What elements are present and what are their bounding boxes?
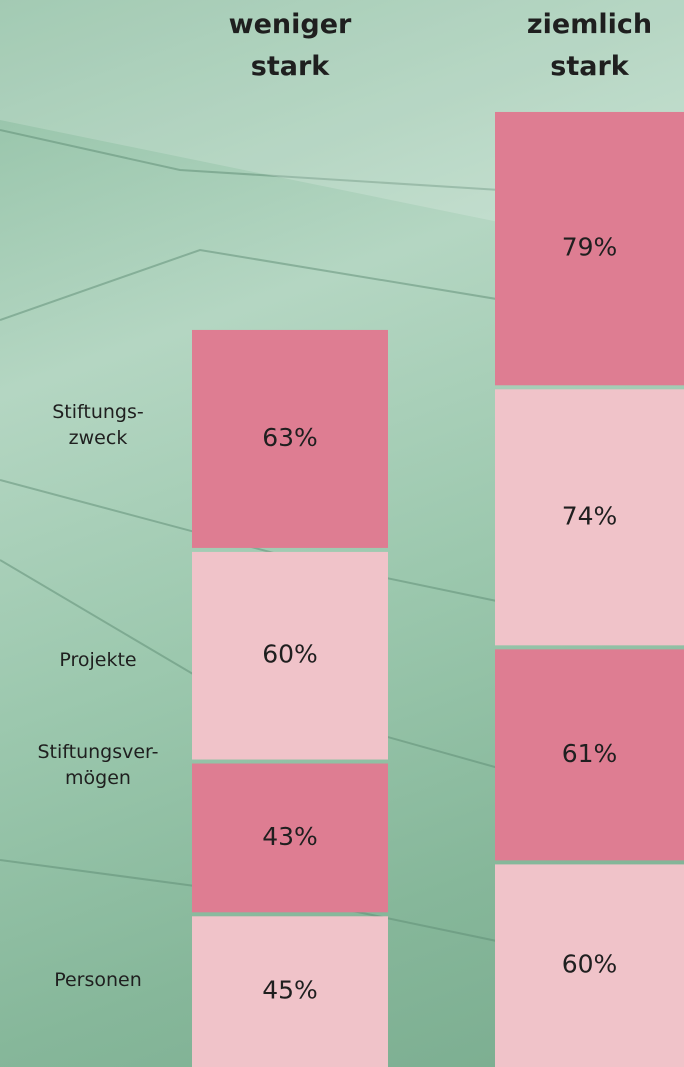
value-label: 74% [562, 501, 618, 530]
series-label: Personen [18, 967, 178, 993]
series-label: Stiftungsver- mögen [18, 739, 178, 791]
column-header: ziemlich stark [515, 4, 665, 88]
value-label: 60% [262, 640, 318, 669]
value-label: 60% [562, 950, 618, 979]
page: 45%43%60%63%60%61%74%79% (() => { const … [0, 0, 684, 1067]
value-label: 63% [262, 423, 318, 452]
value-label: 43% [262, 822, 318, 851]
chart: 45% 43% 60% 63% 60% 61% 74% 79% [0, 0, 684, 1067]
value-label: 45% [262, 976, 318, 1005]
series-label: Projekte [18, 647, 178, 673]
value-label: 79% [562, 233, 618, 262]
column-header: weniger stark [215, 4, 365, 88]
series-label: Stiftungs- zweck [18, 399, 178, 451]
value-label: 61% [562, 739, 618, 768]
